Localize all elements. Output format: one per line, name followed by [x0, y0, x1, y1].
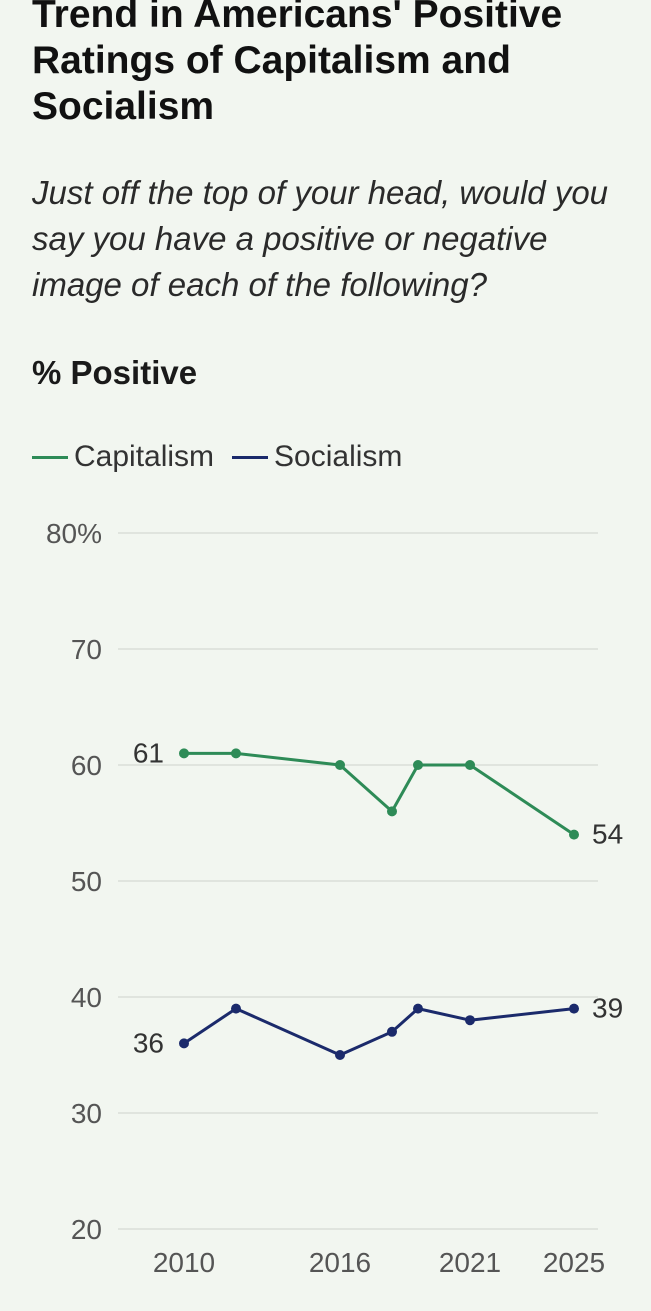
legend-label-socialism: Socialism	[274, 440, 403, 473]
end-label-socialism: 39	[592, 993, 623, 1024]
x-tick-label-2021: 2021	[439, 1247, 501, 1278]
data-point-socialism-2012	[231, 1003, 241, 1014]
y-tick-label-60: 60	[71, 750, 102, 781]
legend-label-capitalism: Capitalism	[74, 440, 215, 473]
x-tick-label-2025: 2025	[543, 1247, 605, 1278]
data-point-socialism-2019	[413, 1003, 423, 1014]
data-point-capitalism-2016	[335, 760, 345, 770]
legend-item-socialism: Socialism	[232, 440, 402, 474]
data-point-capitalism-2025	[569, 829, 579, 840]
y-tick-label-80: 80%	[46, 518, 102, 549]
measure-label: % Positive	[32, 354, 198, 391]
start-label-socialism: 36	[133, 1027, 164, 1058]
legend-swatch-socialism	[232, 455, 269, 459]
chart-subtitle: Just off the top of your head, would you…	[32, 174, 609, 303]
y-tick-label-40: 40	[71, 982, 102, 1013]
series-line-socialism	[182, 1007, 576, 1057]
y-tick-label-20: 20	[71, 1214, 102, 1245]
start-label-capitalism: 61	[133, 737, 164, 768]
chart-title: Trend in Americans' Positive Ratings of …	[32, 0, 563, 128]
data-point-capitalism-2012	[231, 748, 241, 759]
data-point-capitalism-2021	[465, 760, 475, 770]
legend-swatch-capitalism	[32, 455, 68, 459]
data-point-socialism-2025	[569, 1003, 579, 1014]
data-point-socialism-2021	[465, 1015, 475, 1026]
x-tick-label-2010: 2010	[153, 1247, 215, 1278]
data-point-capitalism-2019	[413, 760, 423, 770]
data-point-socialism-2016	[335, 1050, 345, 1060]
x-tick-label-2016: 2016	[309, 1247, 371, 1278]
data-point-socialism-2010	[179, 1038, 189, 1049]
y-tick-label-50: 50	[71, 866, 102, 897]
data-point-socialism-2018	[387, 1026, 397, 1037]
y-tick-label-30: 30	[71, 1098, 102, 1129]
data-point-capitalism-2018	[387, 806, 397, 817]
data-point-capitalism-2010	[179, 748, 189, 759]
end-label-capitalism: 54	[592, 819, 623, 850]
y-tick-label-70: 70	[71, 634, 102, 665]
legend-item-capitalism: Capitalism	[32, 440, 214, 474]
legend: Capitalism Socialism	[32, 437, 420, 477]
